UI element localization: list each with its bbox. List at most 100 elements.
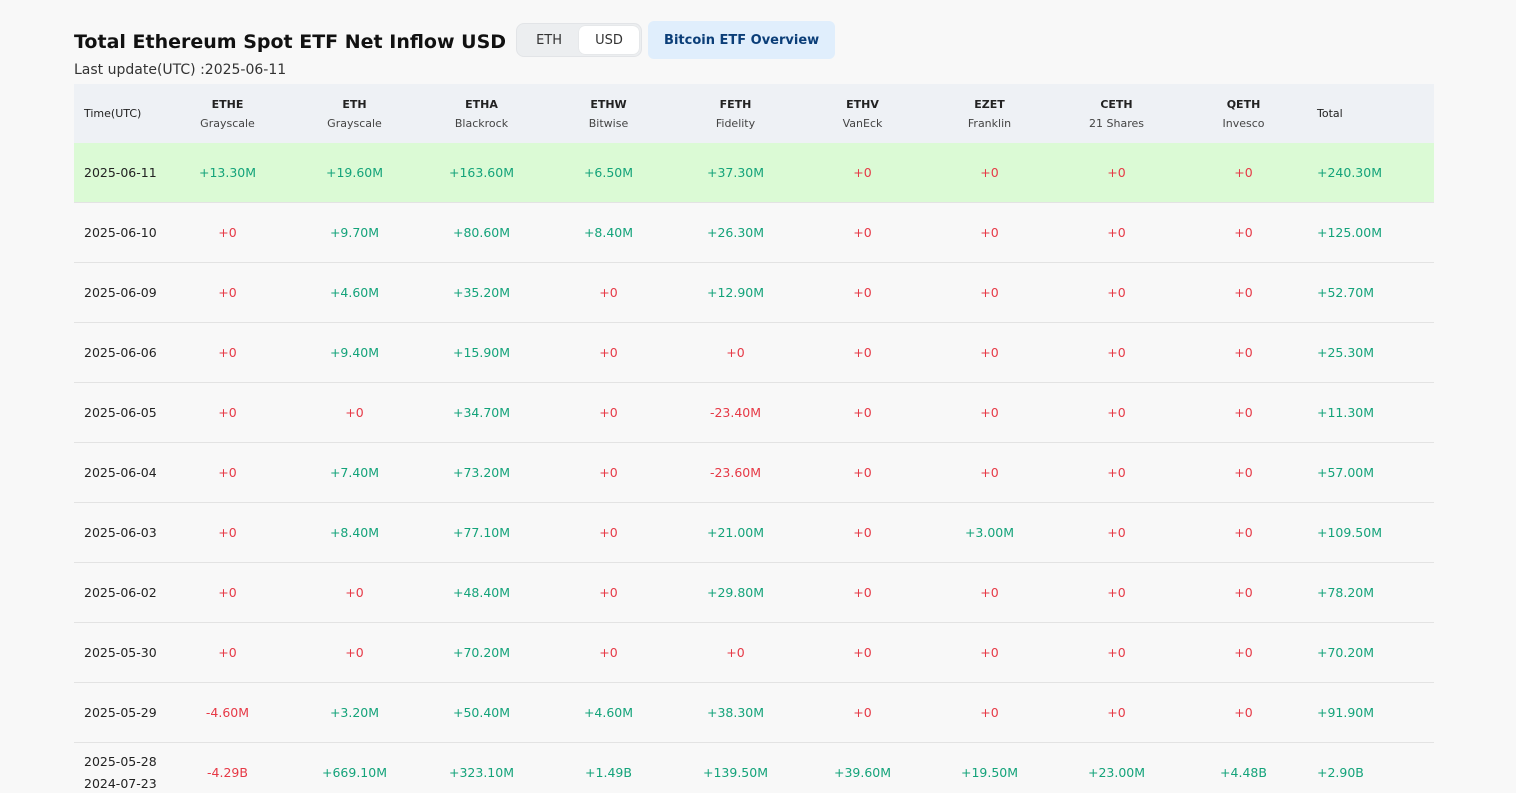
- flow-cell: +139.50M: [672, 742, 799, 793]
- date-text: 2025-05-30: [84, 644, 157, 660]
- column-ticker: ETH: [342, 97, 367, 111]
- flow-cell: +73.20M: [418, 442, 545, 503]
- date-text: 2025-06-02: [84, 584, 157, 600]
- date-cell: 2025-05-28 2024-07-23: [74, 742, 164, 793]
- flow-cell: +38.30M: [672, 682, 799, 743]
- flow-cell: +0: [799, 382, 926, 443]
- table-row: 2025-05-28 2024-07-23 -4.29B +669.10M +323.1…: [74, 742, 1434, 793]
- table-row: 2025-06-10 +0 +9.70M +80.60M +8.40M +26.30M +0…: [74, 202, 1434, 263]
- date-text: 2025-06-05: [84, 404, 157, 420]
- flow-cell: +0: [545, 382, 672, 443]
- flow-cell: +0: [1180, 143, 1307, 203]
- flow-cell: +80.60M: [418, 202, 545, 263]
- total-cell: +57.00M: [1307, 442, 1434, 503]
- column-header-ethw: ETHW Bitwise: [545, 84, 672, 143]
- flow-cell: +0: [164, 562, 291, 623]
- flow-cell: +0: [926, 622, 1053, 683]
- last-update-text: Last update(UTC) :2025-06-11: [74, 62, 287, 78]
- flow-cell: +19.50M: [926, 742, 1053, 793]
- column-header-etha: ETHA Blackrock: [418, 84, 545, 143]
- column-header-ethe: ETHE Grayscale: [164, 84, 291, 143]
- flow-cell: +0: [799, 143, 926, 203]
- flow-cell: +0: [1180, 442, 1307, 503]
- page-title: Total Ethereum Spot ETF Net Inflow USD: [74, 31, 507, 53]
- flow-cell: +23.00M: [1053, 742, 1180, 793]
- date-text: 2025-05-28: [84, 753, 157, 769]
- flow-cell: +0: [799, 562, 926, 623]
- flow-cell: +35.20M: [418, 262, 545, 323]
- flow-cell: +0: [672, 322, 799, 383]
- flow-cell: +3.20M: [291, 682, 418, 743]
- column-header-time: Time(UTC): [74, 84, 164, 143]
- date-text: 2025-05-29: [84, 704, 157, 720]
- flow-cell: +0: [1053, 442, 1180, 503]
- flow-cell: +0: [164, 622, 291, 683]
- toggle-eth-button[interactable]: ETH: [536, 32, 562, 48]
- total-cell: +109.50M: [1307, 502, 1434, 563]
- flow-cell: +0: [545, 562, 672, 623]
- flow-cell: +9.40M: [291, 322, 418, 383]
- flow-cell: +29.80M: [672, 562, 799, 623]
- total-cell: +11.30M: [1307, 382, 1434, 443]
- column-issuer: Invesco: [1222, 116, 1265, 130]
- flow-cell: +0: [926, 682, 1053, 743]
- total-cell: +52.70M: [1307, 262, 1434, 323]
- flow-cell: +77.10M: [418, 502, 545, 563]
- flow-cell: +0: [799, 682, 926, 743]
- column-issuer: Fidelity: [715, 116, 756, 130]
- column-ticker: ETHW: [590, 97, 627, 111]
- flow-cell: +0: [164, 322, 291, 383]
- column-issuer: Blackrock: [454, 116, 509, 130]
- flow-cell: +0: [545, 442, 672, 503]
- flow-cell: +0: [545, 622, 672, 683]
- flow-cell: +0: [545, 502, 672, 563]
- flow-cell: +19.60M: [291, 143, 418, 203]
- flow-cell: +0: [1180, 682, 1307, 743]
- flow-cell: +0: [164, 502, 291, 563]
- bitcoin-etf-overview-button[interactable]: Bitcoin ETF Overview: [648, 21, 836, 59]
- date-text: 2024-07-23: [84, 775, 157, 791]
- column-issuer: Bitwise: [588, 116, 629, 130]
- table-row: 2025-05-29 -4.60M +3.20M +50.40M +4.60M +38.3…: [74, 682, 1434, 743]
- flow-cell: +39.60M: [799, 742, 926, 793]
- column-header-ceth: CETH 21 Shares: [1053, 84, 1180, 143]
- flow-cell: +163.60M: [418, 143, 545, 203]
- flow-cell: +8.40M: [291, 502, 418, 563]
- date-text: 2025-06-03: [84, 524, 157, 540]
- date-cell: 2025-06-06: [74, 322, 164, 383]
- flow-cell: +4.60M: [545, 682, 672, 743]
- toggle-usd-button[interactable]: USD: [579, 26, 640, 54]
- table-header-row: Time(UTC) ETHE Grayscale ETH Grayscale ETHA Bl…: [74, 84, 1434, 143]
- flow-cell: +12.90M: [672, 262, 799, 323]
- date-text: 2025-06-06: [84, 344, 157, 360]
- column-ticker: ETHE: [211, 97, 244, 111]
- flow-cell: +0: [164, 202, 291, 263]
- table-row: 2025-06-05 +0 +0 +34.70M +0 -23.40M +0 +0 +0 +0 +1…: [74, 382, 1434, 443]
- date-text: 2025-06-10: [84, 224, 157, 240]
- date-text: 2025-06-09: [84, 284, 157, 300]
- flow-cell: +0: [1053, 202, 1180, 263]
- flow-cell: +0: [1053, 682, 1180, 743]
- column-issuer: 21 Shares: [1089, 116, 1144, 130]
- flow-cell: +0: [1053, 382, 1180, 443]
- flow-cell: +0: [291, 382, 418, 443]
- total-cell: +91.90M: [1307, 682, 1434, 743]
- flow-cell: +0: [799, 322, 926, 383]
- column-issuer: Franklin: [967, 116, 1012, 130]
- column-header-qeth: QETH Invesco: [1180, 84, 1307, 143]
- column-ticker: ETHA: [465, 97, 498, 111]
- flow-cell: +34.70M: [418, 382, 545, 443]
- table-row: 2025-06-09 +0 +4.60M +35.20M +0 +12.90M +0 +0 +0…: [74, 262, 1434, 323]
- flow-cell: +0: [291, 562, 418, 623]
- total-cell: +240.30M: [1307, 143, 1434, 203]
- header-row: Total Ethereum Spot ETF Net Inflow USD E…: [74, 21, 836, 59]
- total-cell: +125.00M: [1307, 202, 1434, 263]
- flow-cell: +26.30M: [672, 202, 799, 263]
- total-cell: +78.20M: [1307, 562, 1434, 623]
- flow-cell: +21.00M: [672, 502, 799, 563]
- column-header-total: Total: [1307, 84, 1434, 143]
- flow-cell: +0: [164, 262, 291, 323]
- flow-cell: +0: [926, 382, 1053, 443]
- table-row: 2025-06-04 +0 +7.40M +73.20M +0 -23.60M +0 +0 +0…: [74, 442, 1434, 503]
